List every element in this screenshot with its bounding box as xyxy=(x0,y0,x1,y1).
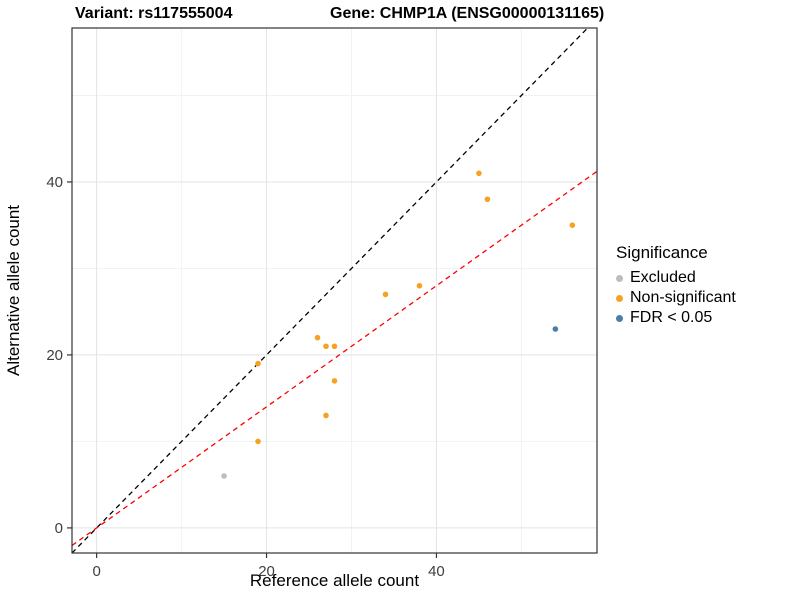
data-point xyxy=(331,343,338,350)
data-point xyxy=(255,438,261,445)
significance-legend: Significance Excluded Non-significant FD… xyxy=(616,243,736,328)
y-tick-label: 40 xyxy=(46,174,63,191)
data-point xyxy=(484,196,491,203)
x-tick-label: 40 xyxy=(428,563,445,580)
data-point xyxy=(314,334,321,341)
non-significant-dot-icon xyxy=(616,294,623,302)
data-point xyxy=(552,326,559,332)
data-point xyxy=(221,473,227,479)
legend-title: Significance xyxy=(616,243,708,262)
y-axis-title: Alternative allele count xyxy=(4,205,23,376)
legend-item-fdr: FDR < 0.05 xyxy=(616,308,736,328)
data-point xyxy=(331,378,338,384)
data-point xyxy=(382,291,389,298)
legend-item-label: Non-significant xyxy=(630,289,736,306)
legend-item-label: FDR < 0.05 xyxy=(630,309,713,326)
data-point xyxy=(569,222,576,228)
legend-item-excluded: Excluded xyxy=(616,268,736,288)
data-point xyxy=(476,170,482,177)
data-point xyxy=(255,360,261,367)
panel-background xyxy=(72,28,597,553)
x-tick-label: 20 xyxy=(258,563,275,580)
y-tick-label: 0 xyxy=(55,520,63,537)
y-tick-label: 20 xyxy=(46,347,63,364)
panel-border xyxy=(71,27,598,554)
gene-title: Gene: CHMP1A (ENSG00000131165) xyxy=(330,5,605,22)
data-point xyxy=(323,343,329,350)
x-axis-title: Reference allele count xyxy=(250,571,419,590)
legend-item-non-significant: Non-significant xyxy=(616,288,736,308)
fdr-dot-icon xyxy=(616,314,623,322)
data-point xyxy=(323,412,329,419)
x-tick-label: 0 xyxy=(92,563,100,580)
excluded-dot-icon xyxy=(616,274,623,282)
variant-title: Variant: rs117555004 xyxy=(75,5,233,22)
identity-line xyxy=(72,28,589,553)
data-point xyxy=(416,282,423,289)
legend-item-label: Excluded xyxy=(630,269,696,286)
